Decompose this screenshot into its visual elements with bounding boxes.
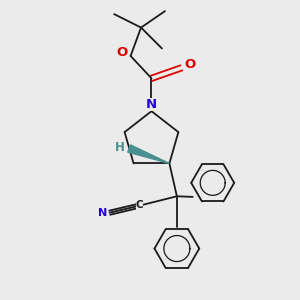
Text: O: O — [116, 46, 127, 59]
Text: N: N — [146, 98, 157, 111]
Text: N: N — [98, 208, 108, 218]
Polygon shape — [128, 145, 170, 164]
Text: C: C — [136, 200, 143, 210]
Text: H: H — [115, 140, 125, 154]
Text: O: O — [184, 58, 195, 71]
